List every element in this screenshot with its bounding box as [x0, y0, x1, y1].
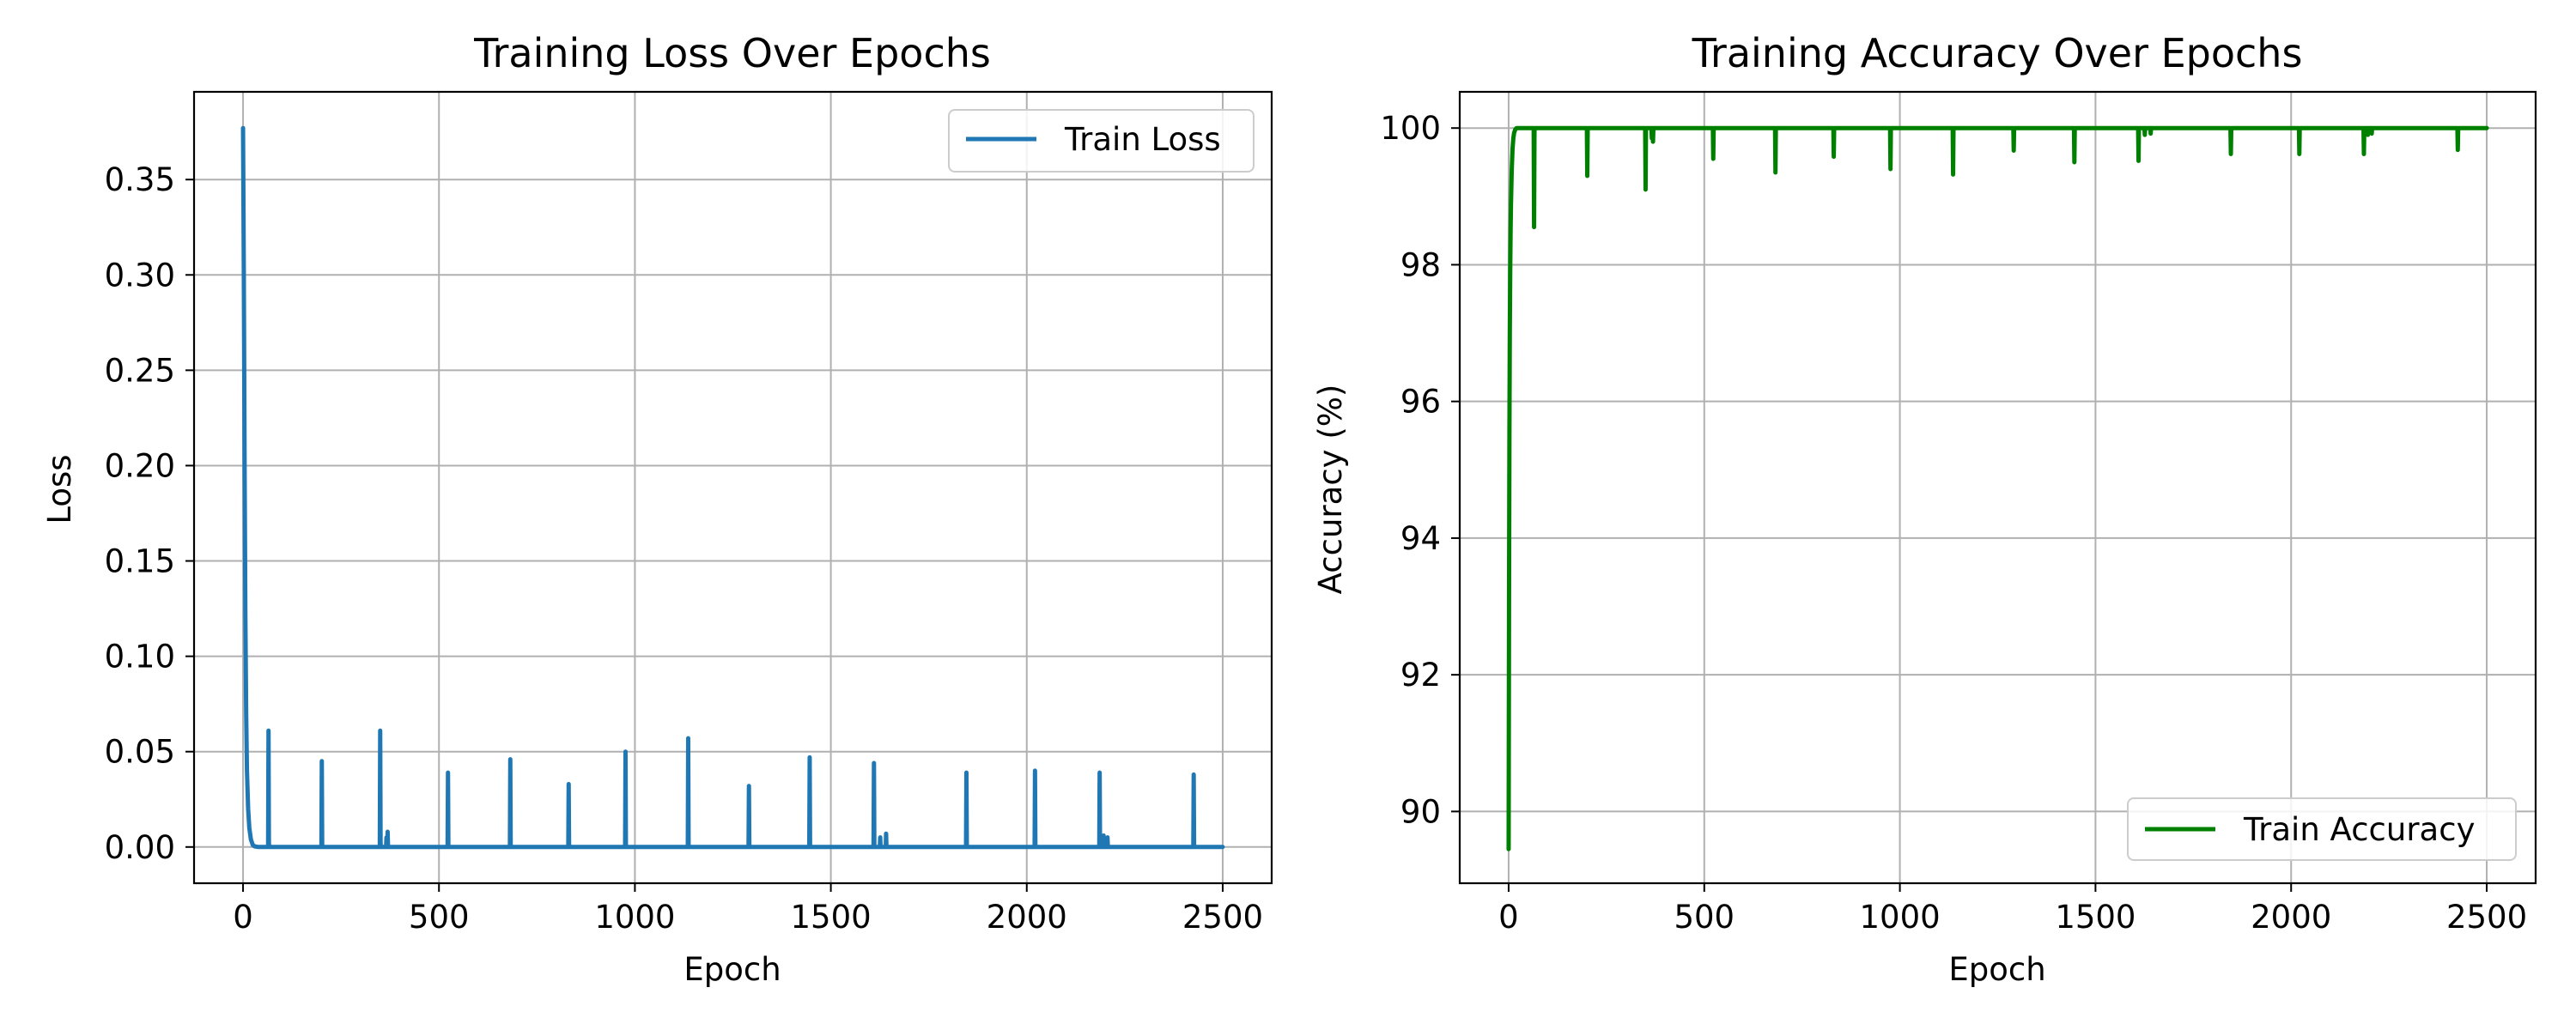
accuracy-plot-area: [1506, 125, 2489, 851]
loss-y-axis-label: Loss: [41, 454, 78, 524]
loss-y-tick-label: 0.05: [105, 734, 175, 771]
accuracy-series-line: [1506, 125, 2489, 851]
loss-y-tick-label: 0.10: [105, 639, 175, 676]
loss-x-tick-label: 500: [409, 899, 470, 936]
accuracy-x-tick-label: 2000: [2251, 899, 2331, 936]
accuracy-x-tick-label: 500: [1674, 899, 1735, 936]
accuracy-x-tick-label: 1500: [2055, 899, 2136, 936]
loss-legend-label: Train Loss: [1064, 121, 1221, 158]
accuracy-x-axis-label: Epoch: [1948, 951, 2045, 988]
loss-plot-area: [240, 125, 1225, 850]
loss-y-tick-label: 0.25: [105, 352, 175, 389]
loss-legend: Train Loss: [948, 109, 1255, 173]
loss-legend-box: [948, 109, 1255, 173]
accuracy-axes-frame: [1458, 90, 2537, 885]
accuracy-y-tick-label: 98: [1400, 246, 1441, 283]
accuracy-legend: Train Accuracy: [2127, 797, 2517, 861]
loss-y-tick-label: 0.30: [105, 257, 175, 294]
loss-grid: [194, 92, 1272, 883]
loss-y-tick-label: 0.35: [105, 161, 175, 198]
loss-y-tick-label: 0.20: [105, 447, 175, 484]
loss-chart-panel: Training Loss Over Epochs 0 500 1000 1500 20…: [41, 30, 1273, 988]
loss-x-axis-label: Epoch: [683, 951, 781, 988]
accuracy-chart-panel: Training Accuracy Over Epochs 0 500 1000 15…: [1312, 30, 2537, 988]
loss-chart-title: Training Loss Over Epochs: [473, 30, 991, 76]
accuracy-x-tick-label: 2500: [2446, 899, 2527, 936]
accuracy-y-tick-label: 90: [1400, 793, 1441, 830]
loss-series-line: [240, 125, 1225, 850]
loss-x-tick-label: 1000: [594, 899, 675, 936]
loss-x-tick-label: 2000: [987, 899, 1067, 936]
loss-y-tick-label: 0.00: [105, 829, 175, 866]
accuracy-y-tick-label: 94: [1400, 520, 1441, 557]
loss-x-tick-label: 0: [233, 899, 253, 936]
loss-x-tick-label: 1500: [791, 899, 872, 936]
accuracy-x-tick-label: 1000: [1860, 899, 1941, 936]
accuracy-y-tick-label: 92: [1400, 657, 1441, 694]
loss-x-ticks: 0 500 1000 1500 2000 2500: [233, 883, 1263, 936]
accuracy-y-ticks: 90 92 94 96 98 100: [1380, 110, 1460, 830]
accuracy-x-ticks: 0 500 1000 1500 2000 2500: [1498, 883, 2527, 936]
accuracy-y-axis-label: Accuracy (%): [1312, 385, 1349, 595]
loss-x-tick-label: 2500: [1182, 899, 1263, 936]
loss-y-ticks: 0.00 0.05 0.10 0.15 0.20 0.25 0.30 0.35: [105, 161, 194, 866]
accuracy-grid: [1460, 92, 2536, 883]
accuracy-x-tick-label: 0: [1498, 899, 1519, 936]
loss-y-tick-label: 0.15: [105, 543, 175, 580]
accuracy-y-tick-label: 96: [1400, 384, 1441, 421]
accuracy-y-tick-label: 100: [1380, 110, 1441, 147]
accuracy-legend-box: [2127, 797, 2517, 861]
accuracy-chart-title: Training Accuracy Over Epochs: [1692, 30, 2303, 76]
loss-axes-frame: [192, 90, 1273, 885]
accuracy-legend-label: Train Accuracy: [2243, 811, 2475, 848]
